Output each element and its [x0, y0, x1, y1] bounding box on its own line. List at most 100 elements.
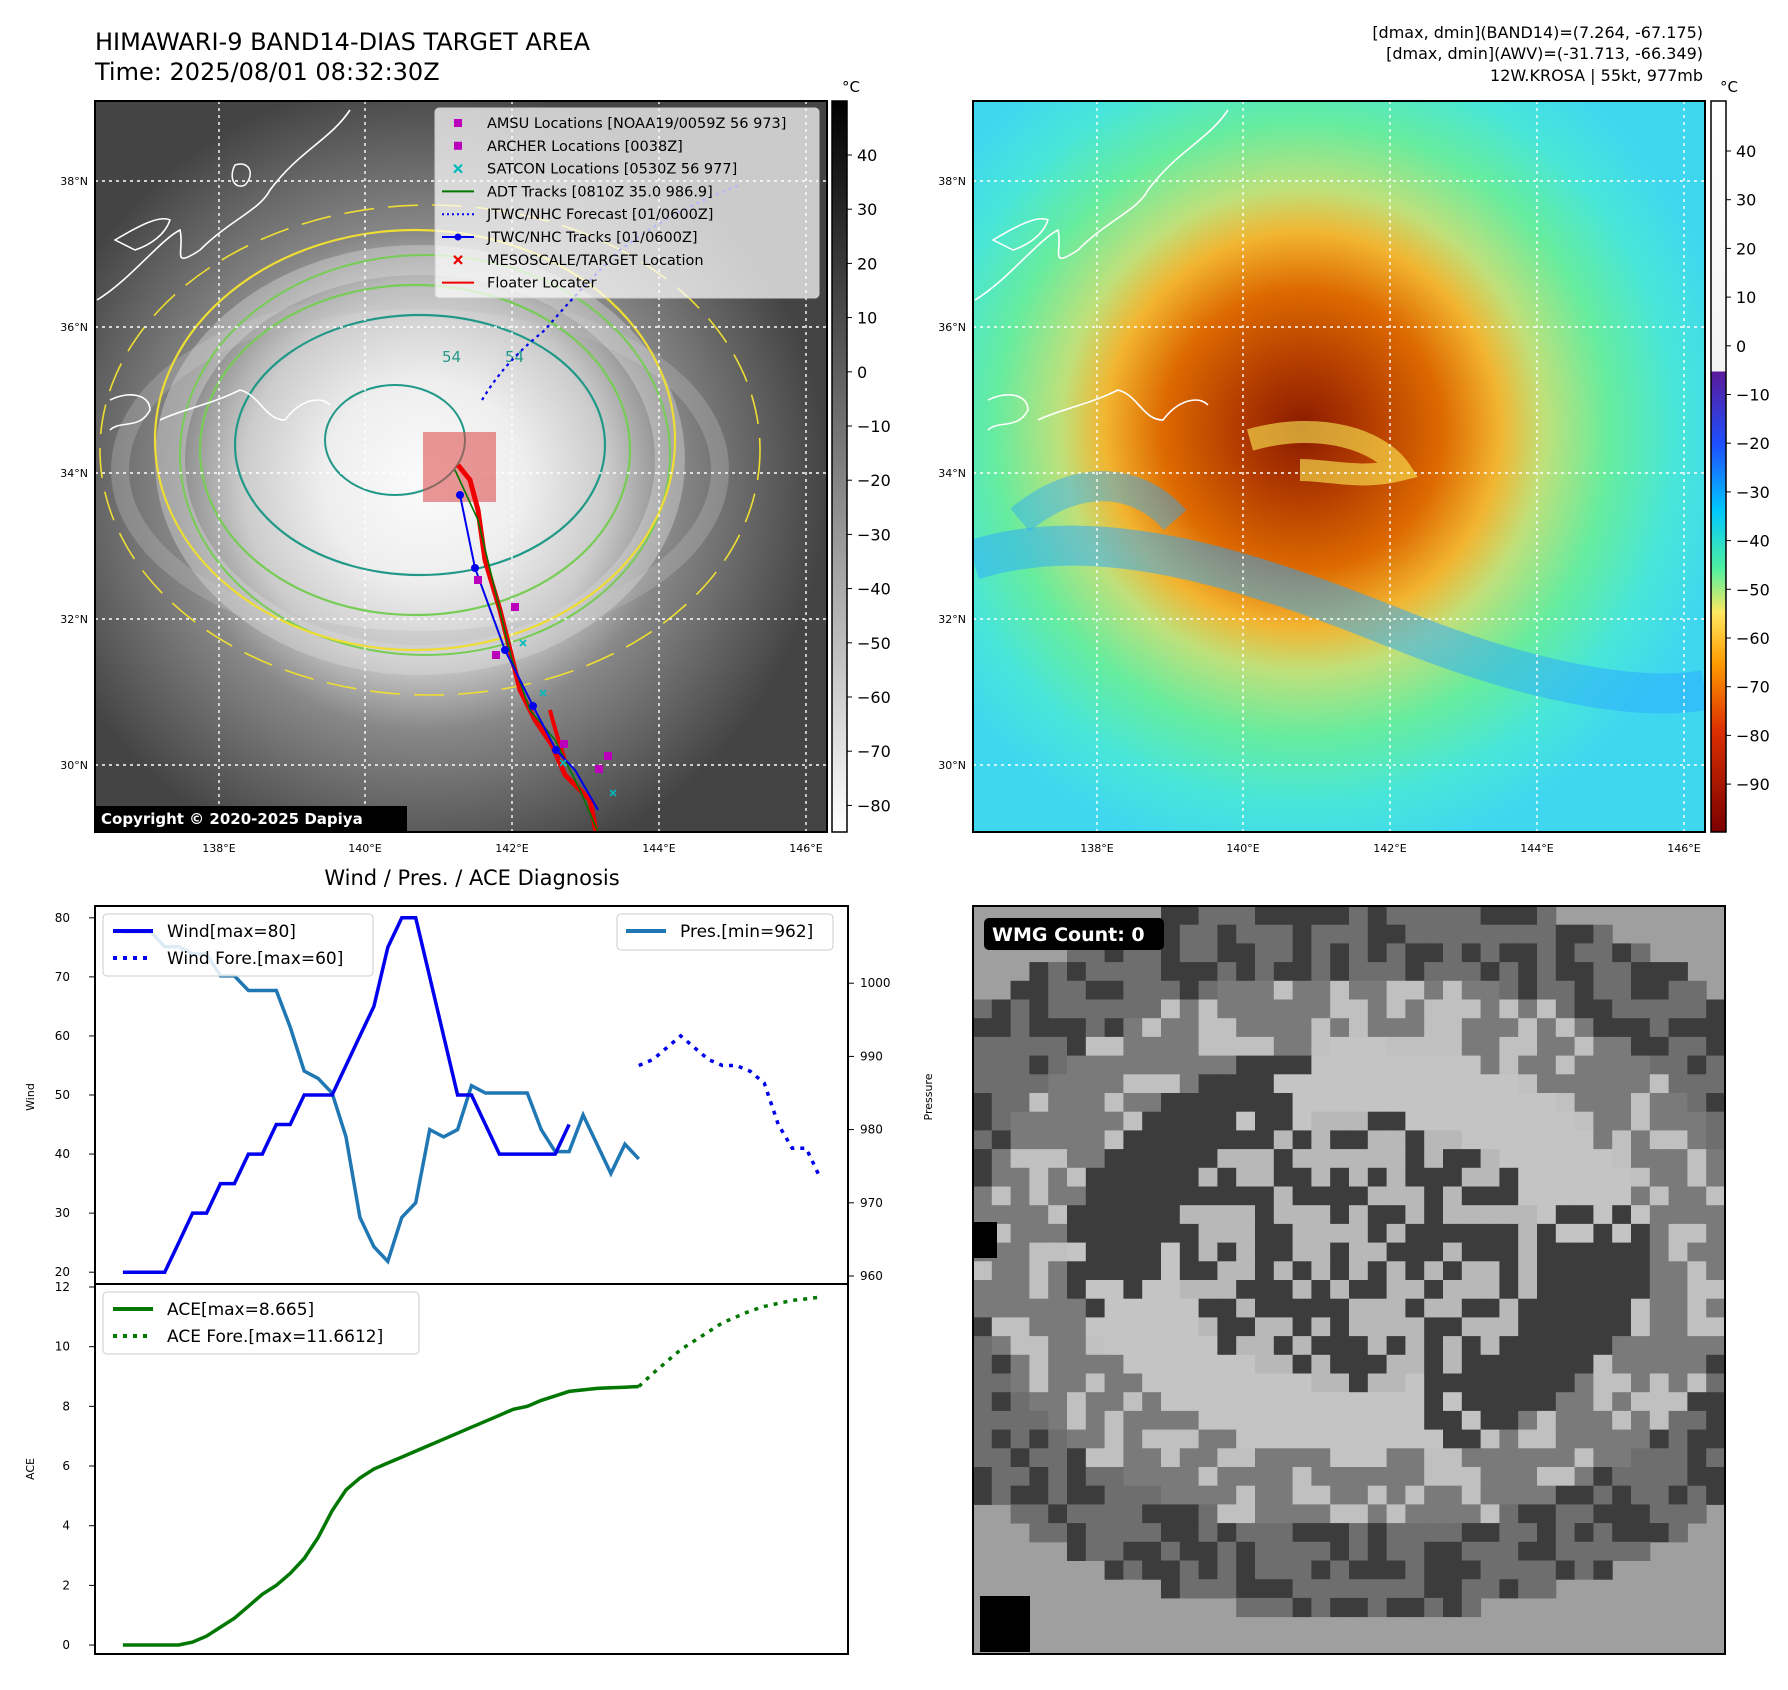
- wv-lon-tick-0: 138°E: [1080, 842, 1113, 855]
- wmg-cell: [1649, 962, 1670, 982]
- wmg-cell: [1198, 1354, 1218, 1374]
- ace-tick: 4: [62, 1519, 70, 1533]
- wmg-cell: [1273, 1579, 1294, 1599]
- wmg-cell: [1198, 1485, 1218, 1505]
- wmg-cell: [1424, 1036, 1444, 1057]
- wmg-cell: [1217, 1354, 1237, 1374]
- wmg-cell: [1518, 1018, 1538, 1038]
- wmg-cell: [1443, 1036, 1463, 1057]
- wmg-cell: [1555, 1093, 1576, 1113]
- wmg-cell: [1593, 1036, 1613, 1057]
- wmg-cell: [1555, 1280, 1576, 1300]
- wmg-cell: [1292, 1597, 1312, 1618]
- wmg-cell: [1367, 924, 1388, 944]
- wmg-cell: [1311, 1579, 1331, 1599]
- wmg-cell: [1255, 1111, 1275, 1131]
- legend-label-2: SATCON Locations [0530Z 56 977]: [487, 162, 737, 178]
- legend-label-1: ARCHER Locations [0038Z]: [487, 139, 683, 155]
- wmg-cell: [1123, 962, 1143, 982]
- wmg-cell: [1424, 1018, 1444, 1038]
- wmg-cell: [1386, 1392, 1406, 1412]
- wmg-cell: [1612, 1055, 1632, 1075]
- wmg-cell: [1179, 1093, 1200, 1113]
- wmg-cell: [1443, 1055, 1463, 1075]
- wmg-cell: [1668, 1523, 1688, 1543]
- wmg-cell: [1217, 1186, 1237, 1206]
- wmg-cell: [1123, 1541, 1143, 1561]
- wmg-cell: [1555, 1242, 1576, 1262]
- wmg-cell: [1330, 1018, 1350, 1038]
- wmg-cell: [1161, 924, 1181, 944]
- wmg-cell: [1255, 1186, 1275, 1206]
- wmg-cell: [1330, 1523, 1350, 1543]
- wmg-cell: [1574, 1317, 1594, 1337]
- wmg-cell: [1330, 1242, 1350, 1262]
- wmg-cell: [1424, 1074, 1444, 1094]
- wmg-cell: [1029, 1074, 1049, 1094]
- wmg-cell: [1292, 1336, 1312, 1356]
- wmg-cell: [1461, 1541, 1482, 1561]
- wmg-cell: [1179, 1317, 1200, 1337]
- wmg-cell: [1631, 999, 1651, 1019]
- contour-label: 54: [442, 348, 461, 366]
- wmg-cell: [1255, 999, 1275, 1019]
- wmg-cell: [1687, 1317, 1707, 1337]
- wmg-cell: [1255, 1055, 1275, 1075]
- wmg-cell: [973, 1336, 993, 1356]
- wmg-cell: [1142, 1205, 1162, 1225]
- ir-lon-tick-1: 140°E: [348, 842, 381, 855]
- wmg-cell: [1480, 1036, 1500, 1057]
- pressure-legend: [616, 913, 834, 951]
- wmg-cell: [1518, 1560, 1538, 1580]
- contour-yellow-outer: [99, 204, 761, 696]
- wmg-cell: [1367, 1093, 1388, 1113]
- ir-cb-tick: −60: [857, 688, 891, 707]
- wmg-cell: [1687, 1261, 1707, 1281]
- wmg-cell: [1067, 1429, 1087, 1449]
- wmg-cell: [1123, 1167, 1143, 1187]
- wmg-cell: [1367, 980, 1388, 1000]
- wmg-cell: [1123, 1392, 1143, 1412]
- wmg-cell: [1424, 999, 1444, 1019]
- legend-marker-x: [453, 163, 463, 174]
- wv-overlays: [973, 101, 1705, 832]
- diag-title: Wind / Pres. / ACE Diagnosis: [324, 866, 619, 890]
- wmg-cell: [1292, 906, 1312, 926]
- wmg-cell: [1668, 1467, 1688, 1487]
- ir-cb-tick: −40: [857, 580, 891, 599]
- wmg-cell: [1311, 1111, 1331, 1131]
- wmg-cell: [1255, 1597, 1275, 1618]
- wmg-cell: [1424, 1467, 1444, 1487]
- wmg-cell: [1593, 1074, 1613, 1094]
- wmg-cell: [1198, 1149, 1218, 1169]
- legend-label-0: AMSU Locations [NOAA19/0059Z 56 973]: [487, 116, 786, 132]
- wmg-cell: [1424, 943, 1444, 963]
- wmg-cell: [1273, 1111, 1294, 1131]
- wmg-cell: [1179, 1130, 1200, 1150]
- wmg-cell: [1292, 999, 1312, 1019]
- wv-lat-tick-4: 30°N: [938, 759, 966, 772]
- wmg-cell: [1405, 1111, 1425, 1131]
- wind-tick: 30: [55, 1206, 70, 1220]
- wmg-cell: [1537, 1261, 1557, 1281]
- wmg-cell: [1424, 1541, 1444, 1561]
- wmg-cell: [1085, 1186, 1106, 1206]
- wmg-cell: [1555, 1336, 1576, 1356]
- wmg-cell: [1499, 1223, 1519, 1244]
- wmg-cell: [1480, 1093, 1500, 1113]
- wmg-cell: [1292, 1280, 1312, 1300]
- wmg-cell: [1123, 1261, 1143, 1281]
- wmg-cell: [1330, 1467, 1350, 1487]
- wmg-cell: [1085, 1074, 1106, 1094]
- wmg-cell: [1273, 1467, 1294, 1487]
- wmg-cell: [1330, 924, 1350, 944]
- wmg-cell: [1443, 1541, 1463, 1561]
- wmg-cell: [1123, 1242, 1143, 1262]
- wmg-cell: [1461, 1467, 1482, 1487]
- wmg-cell: [1179, 1223, 1200, 1244]
- wmg-cell: [1179, 980, 1200, 1000]
- wmg-cell: [1631, 1149, 1651, 1169]
- wmg-cell: [973, 1149, 993, 1169]
- wmg-cell: [1706, 1242, 1726, 1262]
- wmg-cell: [973, 1261, 993, 1281]
